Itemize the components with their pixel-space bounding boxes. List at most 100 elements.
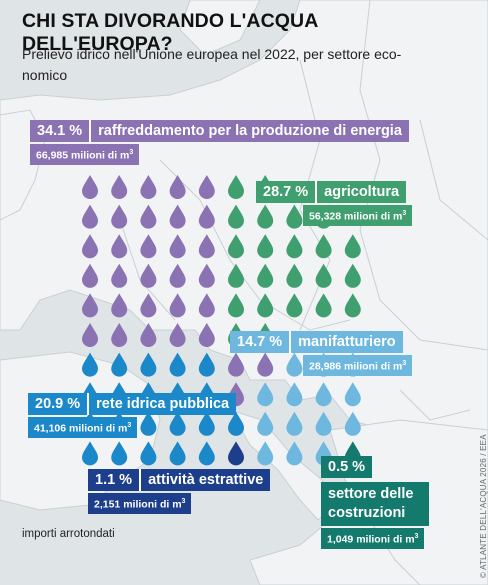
water-drop [140,234,157,259]
water-drop [111,352,128,377]
label-energia-percent: 34.1 % [30,120,92,142]
label-manifatturiero-name: manifatturiero [291,331,403,353]
water-drop [286,411,303,436]
water-drop [169,234,186,259]
water-drop [198,293,215,318]
water-drop [140,263,157,288]
water-drop [228,234,244,259]
label-estrattive: 1.1 % attività estrattive 2,151 milioni … [88,469,271,514]
water-drop [315,234,332,259]
label-estrattive-percent: 1.1 % [88,469,142,491]
rounding-note: importi arrotondati [22,528,115,540]
water-drop [344,411,361,436]
water-drop [140,323,157,347]
page-subtitle: Prelievo idrico nell'Unione europea nel … [22,46,402,83]
water-drop [169,204,186,229]
water-drop [82,204,98,229]
water-drop [228,175,244,199]
label-costruzioni-volume: 1,049 milioni di m3 [321,528,425,549]
water-drop [111,204,128,229]
water-drop [228,352,244,377]
water-drop [140,293,157,318]
label-rete-name: rete idrica pubblica [89,393,237,415]
water-drop [315,382,332,407]
water-drop [257,382,274,407]
water-drop [286,382,303,407]
label-rete-volume: 41,106 milioni di m3 [28,417,138,438]
water-drop [286,352,303,377]
water-drop [169,323,186,347]
land-islands [0,0,261,221]
water-drop [257,441,274,466]
water-drop [286,441,303,466]
water-drop [169,175,186,199]
label-agricoltura-volume: 56,328 milioni di m3 [303,205,413,226]
label-agricoltura: 28.7 % agricoltura 56,328 milioni di m3 [256,181,413,226]
water-drop [198,323,215,347]
water-drop [257,204,274,229]
label-manifatturiero-volume: 28,986 milioni di m3 [303,355,413,376]
label-costruzioni: 0.5 % settore delle costruzioni 1,049 mi… [321,456,429,549]
water-drop [344,263,361,288]
source-credit: © ATLANTE DELL'ACQUA 2026 / EEA [479,434,488,578]
label-costruzioni-name: settore delle costruzioni [321,482,429,526]
water-drop [82,175,98,199]
water-drop [315,411,332,436]
water-drop [257,234,274,259]
water-drop [169,352,186,377]
water-drop [111,175,128,199]
water-drop [169,263,186,288]
water-drop [228,204,244,229]
water-drop [82,441,98,466]
water-drop [198,263,215,288]
water-drop [111,441,128,466]
water-drop [111,323,128,347]
water-drop [198,175,215,199]
water-drop [286,263,303,288]
label-energia-name: raffreddamento per la produzione di ener… [91,120,409,142]
label-costruzioni-percent: 0.5 % [321,456,373,478]
label-estrattive-volume: 2,151 milioni di m3 [88,493,192,514]
water-drop [82,352,98,377]
label-manifatturiero-percent: 14.7 % [230,331,292,353]
water-drop [344,293,361,318]
water-drop [315,293,332,318]
water-drop [228,441,244,466]
label-manifatturiero: 14.7 % manifatturiero 28,986 milioni di … [230,331,413,376]
water-drop [140,411,157,436]
water-drop [140,175,157,199]
water-drop [286,234,303,259]
label-estrattive-name: attività estrattive [141,469,271,491]
water-drop [169,441,186,466]
water-drop [198,441,215,466]
water-drop [82,323,98,347]
label-rete-percent: 20.9 % [28,393,90,415]
water-drop [111,263,128,288]
water-drop [315,263,332,288]
label-agricoltura-percent: 28.7 % [256,181,318,203]
water-drop [169,411,186,436]
water-drop [257,263,274,288]
label-rete: 20.9 % rete idrica pubblica 41,106 milio… [28,393,237,438]
water-drop [111,293,128,318]
water-drop [228,411,244,436]
water-drop [82,293,98,318]
water-drop [198,411,215,436]
water-drop [169,293,186,318]
water-drop [140,352,157,377]
page-title: CHI STA DIVORANDO L'ACQUA DELL'EUROPA? [22,10,318,55]
water-drop [198,234,215,259]
water-drop [140,441,157,466]
water-drop [111,234,128,259]
water-drop [257,293,274,318]
water-drop [198,352,215,377]
water-drop [82,234,98,259]
label-energia-volume: 66,985 milioni di m3 [30,144,140,165]
label-agricoltura-name: agricoltura [317,181,407,203]
water-drop [228,293,244,318]
water-drop [228,263,244,288]
label-energia: 34.1 % raffreddamento per la produzione … [30,120,409,165]
water-drop [286,204,303,229]
water-drop [257,411,274,436]
water-drop [257,352,274,377]
